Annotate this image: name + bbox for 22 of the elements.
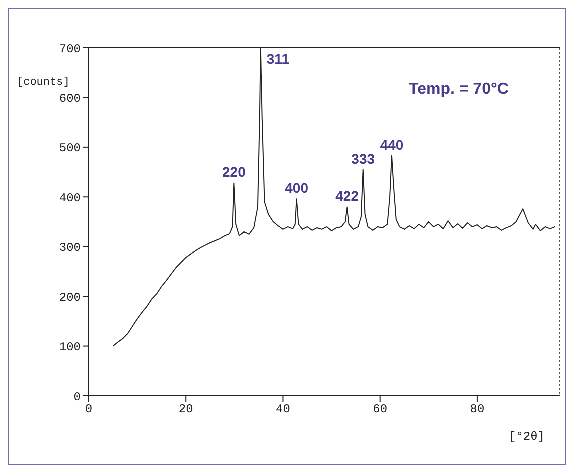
y-tick-label: 700 bbox=[59, 42, 81, 56]
y-tick-label: 0 bbox=[74, 390, 81, 404]
annotation: 400 bbox=[285, 180, 309, 196]
y-tick-label: 400 bbox=[59, 191, 81, 206]
x-axis-title: [°2θ] bbox=[509, 430, 546, 444]
x-tick-label: 20 bbox=[178, 402, 194, 417]
y-axis-title: [counts] bbox=[17, 77, 70, 89]
annotation: Temp. = 70°C bbox=[409, 81, 509, 99]
y-tick-label: 600 bbox=[59, 92, 81, 106]
annotation: 311 bbox=[266, 50, 290, 67]
annotation: 333 bbox=[352, 150, 376, 167]
x-tick-label: 0 bbox=[85, 402, 93, 417]
annotation: 440 bbox=[380, 136, 404, 153]
x-tick-label: 80 bbox=[470, 402, 485, 417]
x-tick-label: 60 bbox=[373, 402, 388, 417]
annotation: 220 bbox=[222, 164, 246, 180]
y-tick-label: 300 bbox=[59, 241, 81, 256]
y-tick-label: 200 bbox=[59, 290, 81, 305]
y-tick-label: 100 bbox=[59, 340, 81, 355]
annotation: 422 bbox=[336, 188, 360, 204]
y-tick-label: 500 bbox=[59, 142, 81, 156]
x-tick-label: 40 bbox=[276, 402, 290, 417]
